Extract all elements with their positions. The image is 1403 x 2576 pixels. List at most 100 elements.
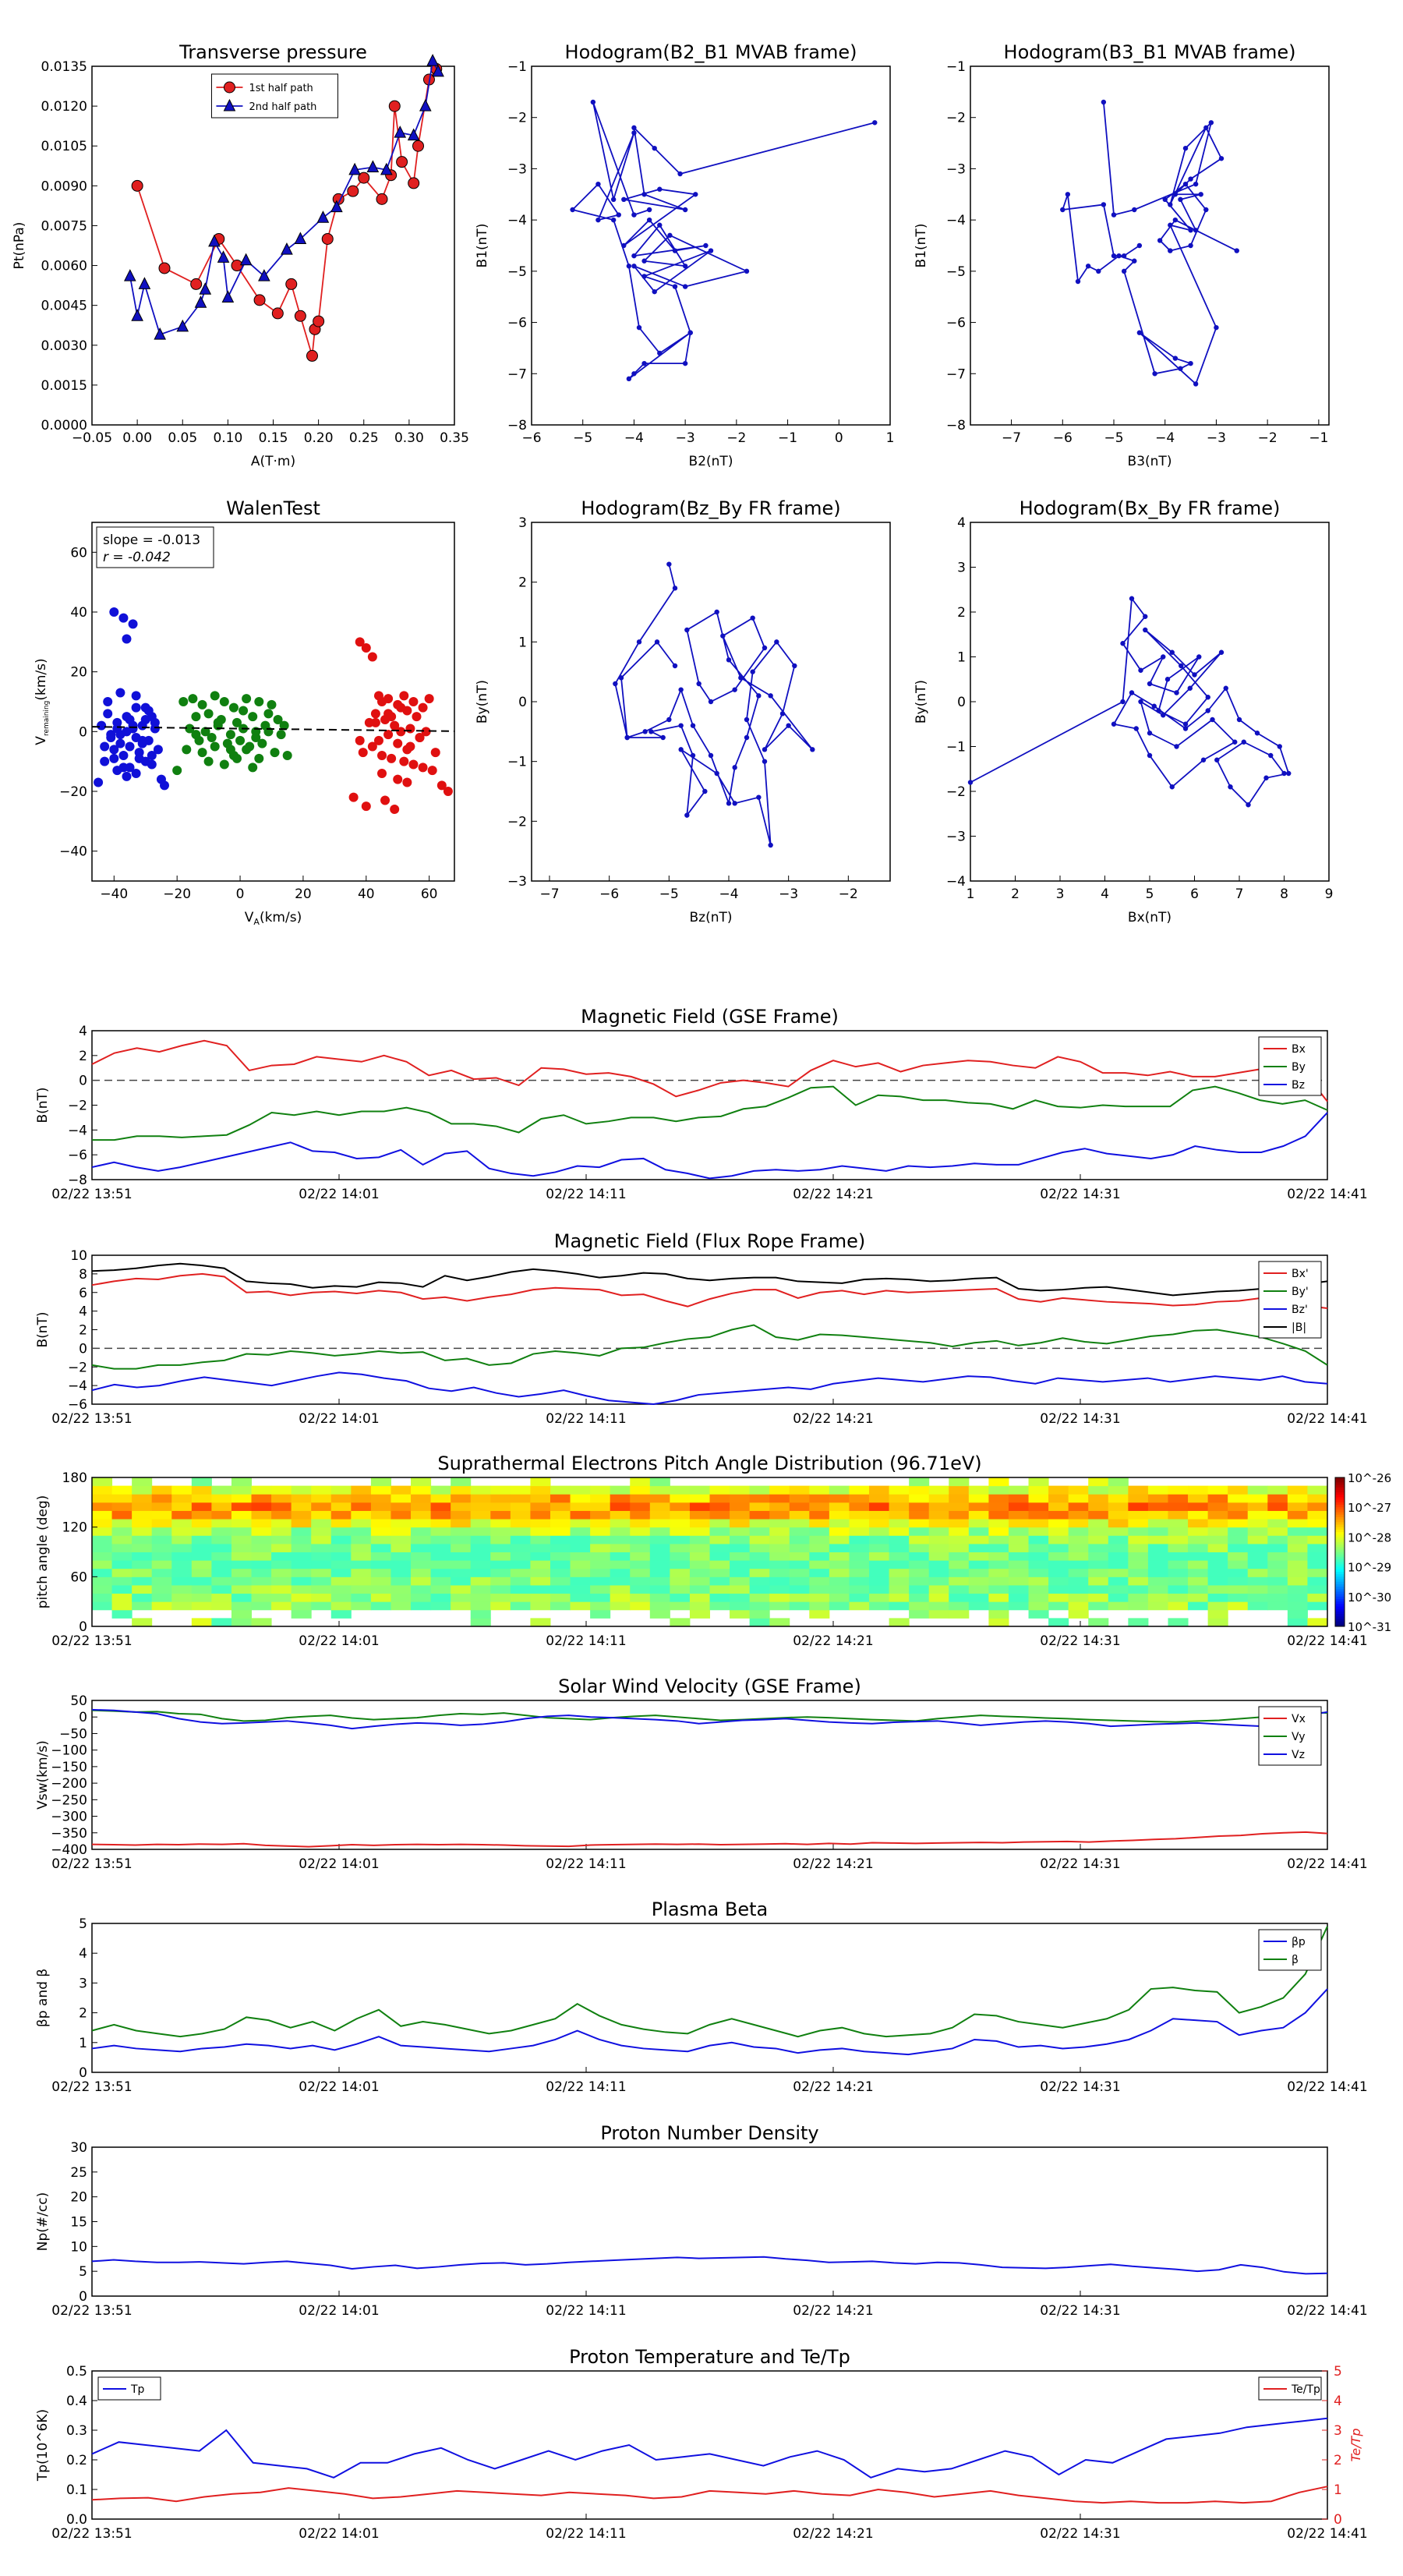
heatmap-cell	[291, 1584, 312, 1594]
time-tick-label: 02/22 14:21	[793, 1633, 873, 1649]
heatmap-cell	[769, 1601, 790, 1611]
heatmap-cell	[1247, 1543, 1268, 1552]
heatmap-cell	[749, 1519, 770, 1528]
chart-title: Hodogram(Bx_By FR frame)	[1020, 497, 1281, 519]
heatmap-cell	[928, 1601, 949, 1611]
data-point	[792, 663, 797, 669]
heatmap-cell	[789, 1568, 810, 1577]
heatmap-cell	[470, 1568, 491, 1577]
heatmap-cell	[1088, 1543, 1109, 1552]
heatmap-cell	[291, 1494, 312, 1503]
heatmap-cell	[630, 1527, 651, 1536]
heatmap-cell	[988, 1568, 1009, 1577]
heatmap-cell	[211, 1543, 232, 1552]
data-point	[190, 278, 203, 290]
heatmap-cell	[1247, 1519, 1268, 1528]
heatmap-cell	[251, 1535, 272, 1545]
heatmap-cell	[570, 1494, 591, 1503]
heatmap-cell	[510, 1519, 531, 1528]
heatmap-cell	[1168, 1543, 1189, 1552]
legend-label: Te/Tp	[1291, 2383, 1320, 2396]
heatmap-cell	[430, 1584, 451, 1594]
heatmap-cell	[351, 1502, 372, 1511]
heatmap-cell	[171, 1519, 193, 1528]
heatmap-cell	[231, 1502, 253, 1511]
y-tick-label: 0	[79, 1074, 87, 1089]
heatmap-cell	[988, 1543, 1009, 1552]
y-axis-label: pitch angle (deg)	[35, 1495, 51, 1609]
data-point	[631, 371, 637, 377]
heatmap-cell	[610, 1552, 631, 1561]
heatmap-cell	[869, 1535, 890, 1545]
colorbar-cell	[1335, 1594, 1345, 1598]
heatmap-cell	[231, 1510, 253, 1520]
time-tick-label: 02/22 14:21	[793, 1856, 873, 1872]
heatmap-cell	[1088, 1576, 1109, 1586]
heatmap-cell	[1028, 1543, 1049, 1552]
data-point	[239, 253, 253, 266]
time-tick-label: 02/22 13:51	[51, 1633, 132, 1649]
heatmap-cell	[351, 1494, 372, 1503]
time-tick-label: 02/22 14:01	[299, 2526, 379, 2542]
heatmap-cell	[869, 1502, 890, 1511]
heatmap-cell	[570, 1601, 591, 1611]
heatmap-cell	[330, 1576, 352, 1586]
heatmap-cell	[430, 1593, 451, 1602]
heatmap-cell	[550, 1502, 571, 1511]
data-point	[118, 763, 129, 773]
data-point	[696, 681, 702, 687]
heatmap-cell	[610, 1593, 631, 1602]
heatmap-cell	[550, 1593, 571, 1602]
data-point	[231, 260, 243, 272]
y-tick-label: 1	[79, 2036, 87, 2051]
heatmap-cell	[111, 1568, 133, 1577]
data-point	[1085, 264, 1091, 269]
colorbar-cell	[1335, 1564, 1345, 1568]
heatmap-cell	[291, 1576, 312, 1586]
y-tick-label: 0.0135	[41, 59, 87, 75]
heatmap-cell	[590, 1576, 611, 1586]
heatmap-cell	[211, 1593, 232, 1602]
data-point	[1263, 775, 1269, 780]
data-point	[1182, 181, 1189, 187]
heatmap-cell	[311, 1584, 332, 1594]
y-tick-label: −6	[68, 1397, 87, 1413]
heatmap-cell	[1108, 1535, 1129, 1545]
heatmap-cell	[132, 1494, 153, 1503]
x-tick-label: 5	[1146, 886, 1154, 902]
heatmap-cell	[968, 1560, 989, 1569]
chart-ts1: Magnetic Field (GSE Frame)−8−6−4−2024B(n…	[35, 1006, 1368, 1202]
heatmap-cell	[1147, 1485, 1168, 1495]
heatmap-cell	[1147, 1552, 1168, 1561]
y-tick-label: 25	[70, 2165, 87, 2181]
heatmap-cell	[928, 1527, 949, 1536]
data-point	[432, 64, 444, 77]
data-point	[1147, 681, 1153, 687]
heatmap-cell	[271, 1519, 292, 1528]
chart-title: Plasma Beta	[652, 1898, 768, 1920]
heatmap-cell	[749, 1502, 770, 1511]
data-point	[412, 140, 424, 152]
heatmap-cell	[670, 1519, 691, 1528]
data-point	[641, 360, 647, 366]
heatmap-cell	[92, 1593, 113, 1602]
heatmap-cell	[909, 1601, 930, 1611]
heatmap-cell	[1247, 1494, 1268, 1503]
data-point	[407, 128, 420, 141]
time-tick-label: 02/22 14:11	[546, 2526, 626, 2542]
colorbar-cell	[1335, 1489, 1345, 1493]
data-point	[1178, 196, 1183, 203]
heatmap-cell	[610, 1535, 631, 1545]
data-point	[641, 258, 647, 264]
heatmap-cell	[1008, 1568, 1030, 1577]
y-tick-label: 0.0000	[41, 418, 87, 433]
data-point	[1200, 757, 1207, 763]
heatmap-cell	[968, 1535, 989, 1545]
heatmap-cell	[351, 1568, 372, 1577]
heatmap-cell	[968, 1519, 989, 1528]
plot-frame	[91, 1923, 1328, 2073]
heatmap-cell	[988, 1576, 1009, 1586]
heatmap-cell	[610, 1510, 631, 1520]
series-line	[91, 1324, 1328, 1370]
data-point	[702, 788, 708, 794]
